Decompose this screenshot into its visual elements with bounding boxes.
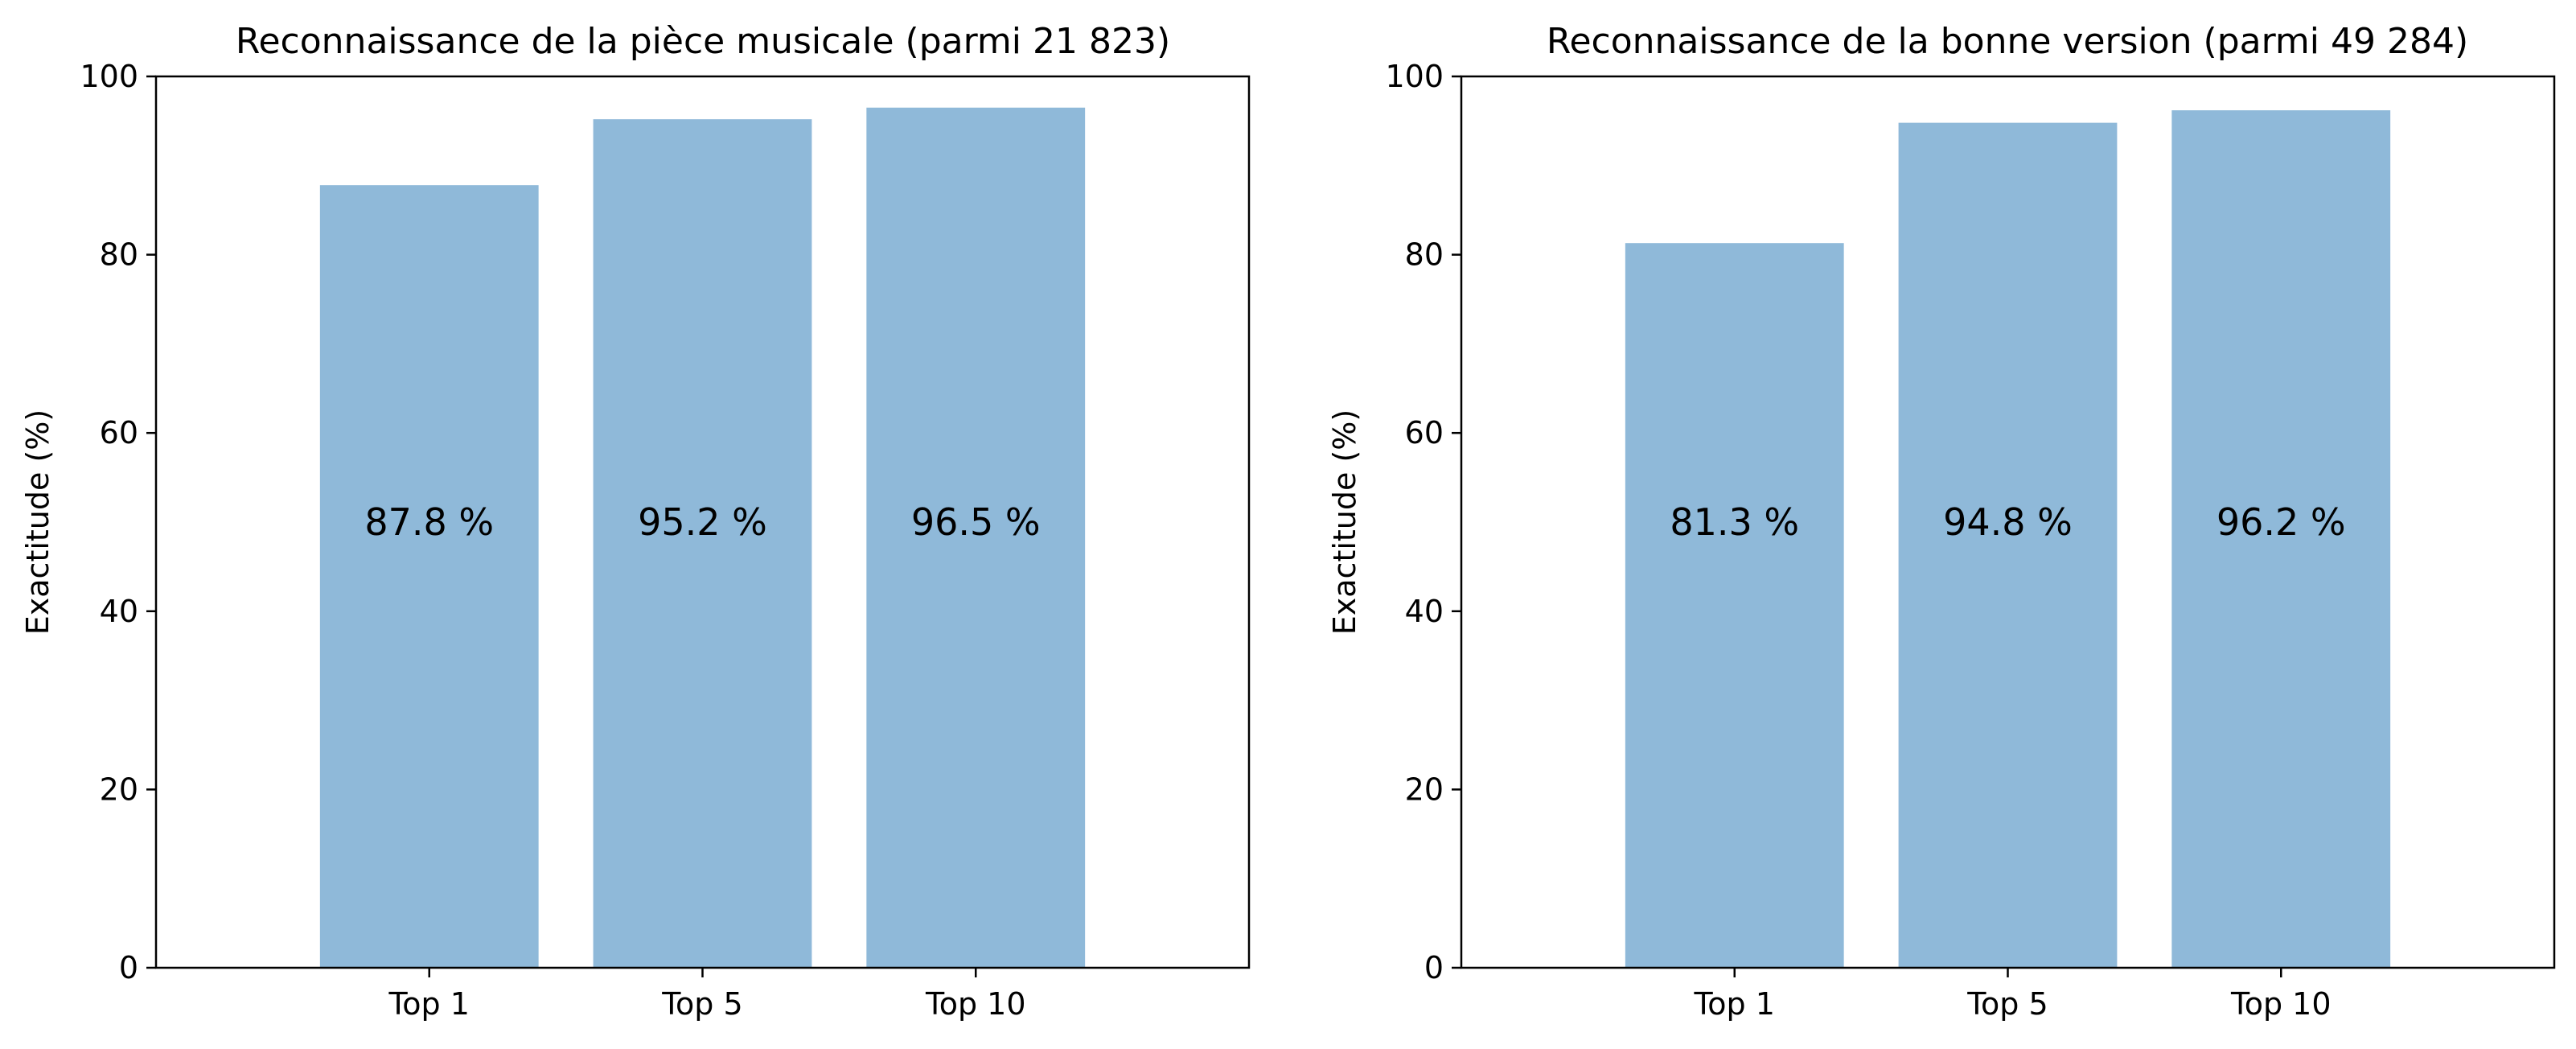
bar-top-1 xyxy=(319,185,539,968)
y-tick-label: 60 xyxy=(100,415,138,450)
x-tick-label: Top 1 xyxy=(388,986,470,1022)
ticks: Top 1 Top 5 Top 10 0 20 40 60 80 100 xyxy=(80,59,1025,1022)
y-tick-label: 40 xyxy=(100,594,138,629)
chart-title: Reconnaissance de la bonne version (parm… xyxy=(1547,21,2468,62)
plot-frame xyxy=(1460,75,2556,969)
y-tick-label: 60 xyxy=(1405,415,1444,450)
x-tick-label: Top 10 xyxy=(925,986,1026,1022)
bar-top-5 xyxy=(1898,122,2118,969)
bars xyxy=(319,107,1086,969)
y-tick-label: 0 xyxy=(119,950,138,985)
y-tick-label: 80 xyxy=(1405,237,1444,273)
bar-value-label: 81.3 % xyxy=(1670,500,1799,544)
y-tick-label: 40 xyxy=(1405,594,1444,629)
value-labels: 81.3 % 94.8 % 96.2 % xyxy=(1670,500,2345,544)
x-tick-label: Top 5 xyxy=(661,986,742,1022)
value-labels: 87.8 % 95.2 % 96.5 % xyxy=(364,500,1040,544)
bar-top-1 xyxy=(1625,243,1844,968)
bar-value-label: 87.8 % xyxy=(364,500,494,544)
bar-top-5 xyxy=(593,119,812,969)
chart-bonne-version: Reconnaissance de la bonne version (parm… xyxy=(1327,21,2556,1022)
y-tick-label: 20 xyxy=(100,771,138,807)
bar-top-10 xyxy=(866,107,1086,968)
x-tick-label: Top 10 xyxy=(2230,986,2332,1022)
bars xyxy=(1625,110,2391,969)
bar-value-label: 95.2 % xyxy=(638,500,767,544)
x-tick-label: Top 1 xyxy=(1694,986,1775,1022)
y-tick-label: 100 xyxy=(80,59,138,94)
y-tick-label: 80 xyxy=(100,237,138,273)
x-tick-label: Top 5 xyxy=(1966,986,2048,1022)
bar-value-label: 94.8 % xyxy=(1943,500,2073,544)
chart-piece-musicale: Reconnaissance de la pièce musicale (par… xyxy=(20,21,1251,1022)
y-tick-label: 20 xyxy=(1405,771,1444,807)
chart-title: Reconnaissance de la pièce musicale (par… xyxy=(236,21,1170,62)
bar-top-10 xyxy=(2171,110,2391,968)
ticks: Top 1 Top 5 Top 10 0 20 40 60 80 100 xyxy=(1385,59,2331,1022)
bar-value-label: 96.5 % xyxy=(911,500,1041,544)
y-axis-label: Exactitude (%) xyxy=(20,409,55,635)
plot-frame xyxy=(154,75,1251,969)
y-tick-label: 100 xyxy=(1385,59,1444,94)
y-tick-label: 0 xyxy=(1424,950,1444,985)
bar-value-label: 96.2 % xyxy=(2217,500,2346,544)
y-axis-label: Exactitude (%) xyxy=(1327,409,1362,635)
